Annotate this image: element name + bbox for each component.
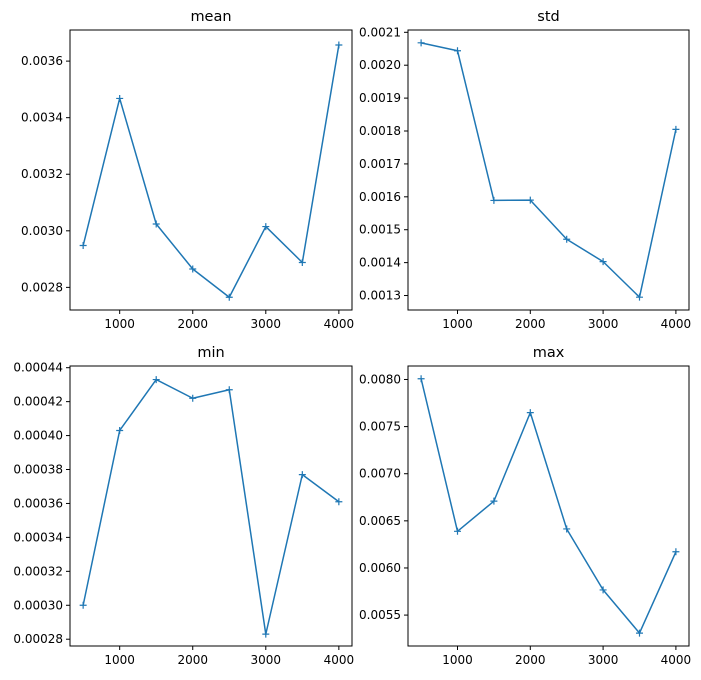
subplot-min-ytick-label: 0.00040: [13, 429, 63, 443]
subplot-std-data-point: [563, 235, 571, 243]
subplot-max-series-line: [420, 378, 677, 634]
subplot-min-data-point: [225, 386, 233, 394]
subplot-max-data-point: [417, 375, 425, 383]
subplot-std-ytick-label: 0.0016: [359, 190, 401, 204]
subplot-mean-ytick-label: 0.0028: [21, 280, 63, 294]
subplot-min-data-point: [152, 376, 160, 384]
subplot-mean-series-line: [82, 44, 340, 299]
subplot-max-xtick-label: 2000: [515, 653, 546, 667]
subplot-min-series-line: [82, 378, 340, 635]
subplot-mean-xtick-label: 4000: [324, 317, 355, 331]
subplot-mean-xtick-label: 3000: [251, 317, 282, 331]
subplot-max-title: max: [533, 345, 565, 361]
subplot-mean-data-point: [152, 220, 160, 228]
subplot-std-data-point: [635, 293, 643, 301]
subplot-min-data-point: [79, 601, 87, 609]
subplot-mean-data-point: [335, 41, 343, 49]
subplot-max-ytick-label: 0.0055: [359, 608, 401, 622]
subplot-max-ytick-label: 0.0060: [359, 561, 401, 575]
subplot-mean: mean 1000 2000 3000 4000 0.0028 0.0030 0.0032 0…: [21, 9, 354, 331]
subplot-min-data-point: [189, 394, 197, 402]
subplot-std-ytick-label: 0.0020: [359, 58, 401, 72]
subplot-std-ytick-label: 0.0015: [359, 223, 401, 237]
subplot-min-xtick-label: 3000: [251, 653, 282, 667]
subplot-min-frame: [69, 365, 353, 647]
subplot-mean-ytick-label: 0.0036: [21, 54, 63, 68]
subplot-std-ytick-label: 0.0014: [359, 256, 401, 270]
subplot-mean-ytick-label: 0.0034: [21, 111, 63, 125]
subplot-min-xtick-label: 2000: [177, 653, 208, 667]
subplot-max-data-point: [526, 409, 534, 417]
subplot-min-ytick-label: 0.00042: [13, 395, 63, 409]
subplot-std-ytick-label: 0.0013: [359, 289, 401, 303]
subplot-mean-frame: [69, 29, 353, 311]
subplot-std-title: std: [537, 9, 559, 25]
subplot-std-data-point: [526, 196, 534, 204]
subplot-std-ytick-label: 0.0019: [359, 91, 401, 105]
subplot-std-xtick-label: 2000: [515, 317, 546, 331]
subplot-max-ytick-label: 0.0065: [359, 514, 401, 528]
subplot-max-ytick-label: 0.0080: [359, 372, 401, 386]
subplot-std-data-point: [672, 125, 680, 133]
subplot-max-data-point: [454, 527, 462, 535]
subplot-min-xtick-label: 1000: [104, 653, 135, 667]
subplot-std-ytick-label: 0.0017: [359, 157, 401, 171]
subplot-max-frame: [407, 365, 690, 647]
subplot-min-ytick-label: 0.00030: [13, 598, 63, 612]
subplot-min-title: min: [197, 345, 224, 361]
subplot-std-ytick-label: 0.0021: [359, 25, 401, 39]
subplot-max-xtick-label: 3000: [588, 653, 619, 667]
subplot-mean-ytick-label: 0.0032: [21, 167, 63, 181]
subplot-max-data-point: [672, 548, 680, 556]
subplot-min-ytick-label: 0.00044: [13, 361, 63, 375]
subplot-max-data-point: [563, 525, 571, 533]
subplot-min-ytick-label: 0.00028: [13, 632, 63, 646]
subplot-min-ytick-label: 0.00038: [13, 463, 63, 477]
subplot-mean-data-point: [262, 223, 270, 231]
subplot-max-xtick-label: 1000: [442, 653, 473, 667]
subplot-std-data-point: [454, 47, 462, 55]
subplot-min: min 1000 2000 3000 4000 0.00028 0.00030 0.0003…: [13, 345, 354, 667]
subplot-std-data-point: [490, 196, 498, 204]
subplot-mean-xtick-label: 2000: [177, 317, 208, 331]
subplot-std-data-point: [417, 39, 425, 47]
subplot-max-data-point: [490, 497, 498, 505]
subplot-mean-ytick-label: 0.0030: [21, 224, 63, 238]
subplot-max-data-point: [635, 629, 643, 637]
subplot-mean-xtick-label: 1000: [104, 317, 135, 331]
subplot-std-data-point: [599, 258, 607, 266]
subplot-min-ytick-label: 0.00034: [13, 530, 63, 544]
subplot-min-data-point: [116, 426, 124, 434]
subplot-std-series-line: [420, 42, 677, 298]
subplot-min-ytick-label: 0.00036: [13, 496, 63, 510]
subplot-max-ytick-label: 0.0070: [359, 467, 401, 481]
subplot-std: std 1000 2000 3000 4000 0.0013 0.0014 0.0015 0.…: [359, 9, 691, 331]
subplot-max: max 1000 2000 3000 4000 0.0055 0.0060 0.0065 0.…: [359, 345, 691, 667]
subplot-min-data-point: [262, 630, 270, 638]
subplot-min-ytick-label: 0.00032: [13, 564, 63, 578]
subplot-max-xtick-label: 4000: [661, 653, 692, 667]
subplot-std-xtick-label: 3000: [588, 317, 619, 331]
subplot-mean-title: mean: [190, 9, 231, 25]
subplot-min-data-point: [335, 498, 343, 506]
subplot-mean-data-point: [298, 258, 306, 266]
subplot-std-xtick-label: 4000: [661, 317, 692, 331]
subplot-std-frame: [407, 29, 690, 311]
subplot-min-xtick-label: 4000: [324, 653, 355, 667]
subplot-min-data-point: [298, 471, 306, 479]
subplot-mean-data-point: [189, 265, 197, 273]
subplot-mean-data-point: [79, 242, 87, 250]
subplot-max-data-point: [599, 586, 607, 594]
subplot-max-ytick-label: 0.0075: [359, 420, 401, 434]
subplot-std-ytick-label: 0.0018: [359, 124, 401, 138]
subplot-mean-data-point: [225, 293, 233, 301]
subplot-mean-data-point: [116, 94, 124, 102]
subplot-std-xtick-label: 1000: [442, 317, 473, 331]
